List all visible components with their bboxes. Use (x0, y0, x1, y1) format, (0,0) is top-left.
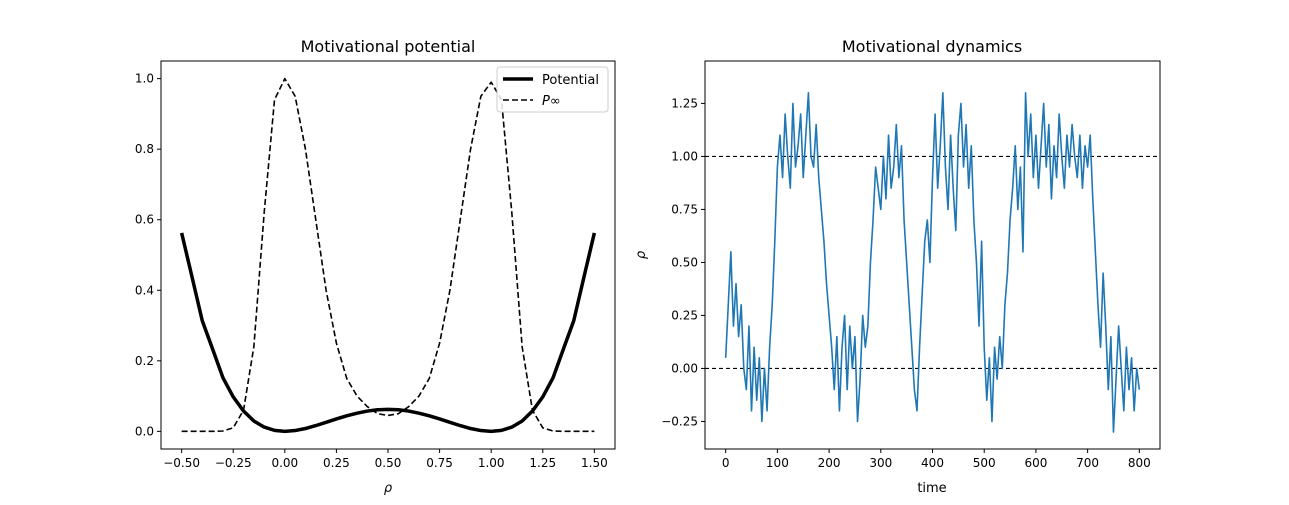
x-axis: −0.50 −0.25 0.00 0.25 0.50 0.75 1.00 1.25 1.50 (163, 449, 608, 470)
chart-motivational-dynamics: Motivational dynamics 0 100 200 300 400 500 60… (634, 37, 1161, 496)
chart-title: Motivational dynamics (842, 37, 1022, 56)
y-tick-label: 0.25 (671, 308, 698, 322)
y-tick-label: 1.0 (135, 72, 154, 86)
y-tick-label: 0.6 (135, 213, 154, 227)
x-axis-label: time (917, 481, 946, 496)
y-tick-label: 1.25 (671, 96, 698, 110)
chart-title: Motivational potential (301, 37, 476, 56)
x-tick-label: 0 (722, 456, 730, 470)
x-tick-label: 100 (766, 456, 789, 470)
legend: Potential P∞ (496, 66, 609, 113)
x-axis: 0 100 200 300 400 500 600 700 800 (722, 449, 1151, 470)
y-tick-label: 0.00 (671, 361, 698, 375)
x-tick-label: 600 (1024, 456, 1047, 470)
y-tick-label: 0.50 (671, 255, 698, 269)
x-tick-label: 0.50 (375, 456, 402, 470)
x-tick-label: −0.25 (215, 456, 252, 470)
legend-label-potential: Potential (542, 73, 599, 88)
y-tick-label: 1.00 (671, 149, 698, 163)
x-tick-label: 1.50 (581, 456, 608, 470)
x-tick-label: 1.00 (478, 456, 505, 470)
x-tick-label: 800 (1128, 456, 1151, 470)
x-tick-label: −0.50 (163, 456, 200, 470)
x-tick-label: 0.25 (323, 456, 350, 470)
x-tick-label: 500 (973, 456, 996, 470)
x-tick-label: 0.00 (271, 456, 298, 470)
y-axis: 0.0 0.2 0.4 0.6 0.8 1.0 (135, 72, 161, 438)
y-tick-label: 0.0 (135, 424, 154, 438)
chart-motivational-potential: Motivational potential −0.50 −0.25 0.00 0.2… (135, 37, 616, 496)
y-tick-label: 0.75 (671, 202, 698, 216)
plot-area (705, 92, 1160, 433)
x-tick-label: 0.75 (426, 456, 453, 470)
plot-area (179, 77, 597, 434)
x-tick-label: 700 (1076, 456, 1099, 470)
y-tick-label: −0.25 (661, 414, 698, 428)
series-line-rho (724, 92, 1141, 433)
series-line-potential (179, 232, 597, 434)
legend-label-p-infinity: P∞ (542, 94, 561, 109)
y-tick-label: 0.8 (135, 142, 154, 156)
y-tick-label: 0.4 (135, 283, 154, 297)
series-line-p-infinity (181, 77, 595, 433)
y-tick-label: 0.2 (135, 354, 154, 368)
y-axis: −0.25 0.00 0.25 0.50 0.75 1.00 1.25 (661, 96, 705, 428)
x-tick-label: 200 (818, 456, 841, 470)
x-tick-label: 300 (869, 456, 892, 470)
x-tick-label: 400 (921, 456, 944, 470)
x-tick-label: 1.25 (529, 456, 556, 470)
y-axis-label: ρ (634, 250, 649, 259)
x-axis-label: ρ (384, 481, 393, 496)
